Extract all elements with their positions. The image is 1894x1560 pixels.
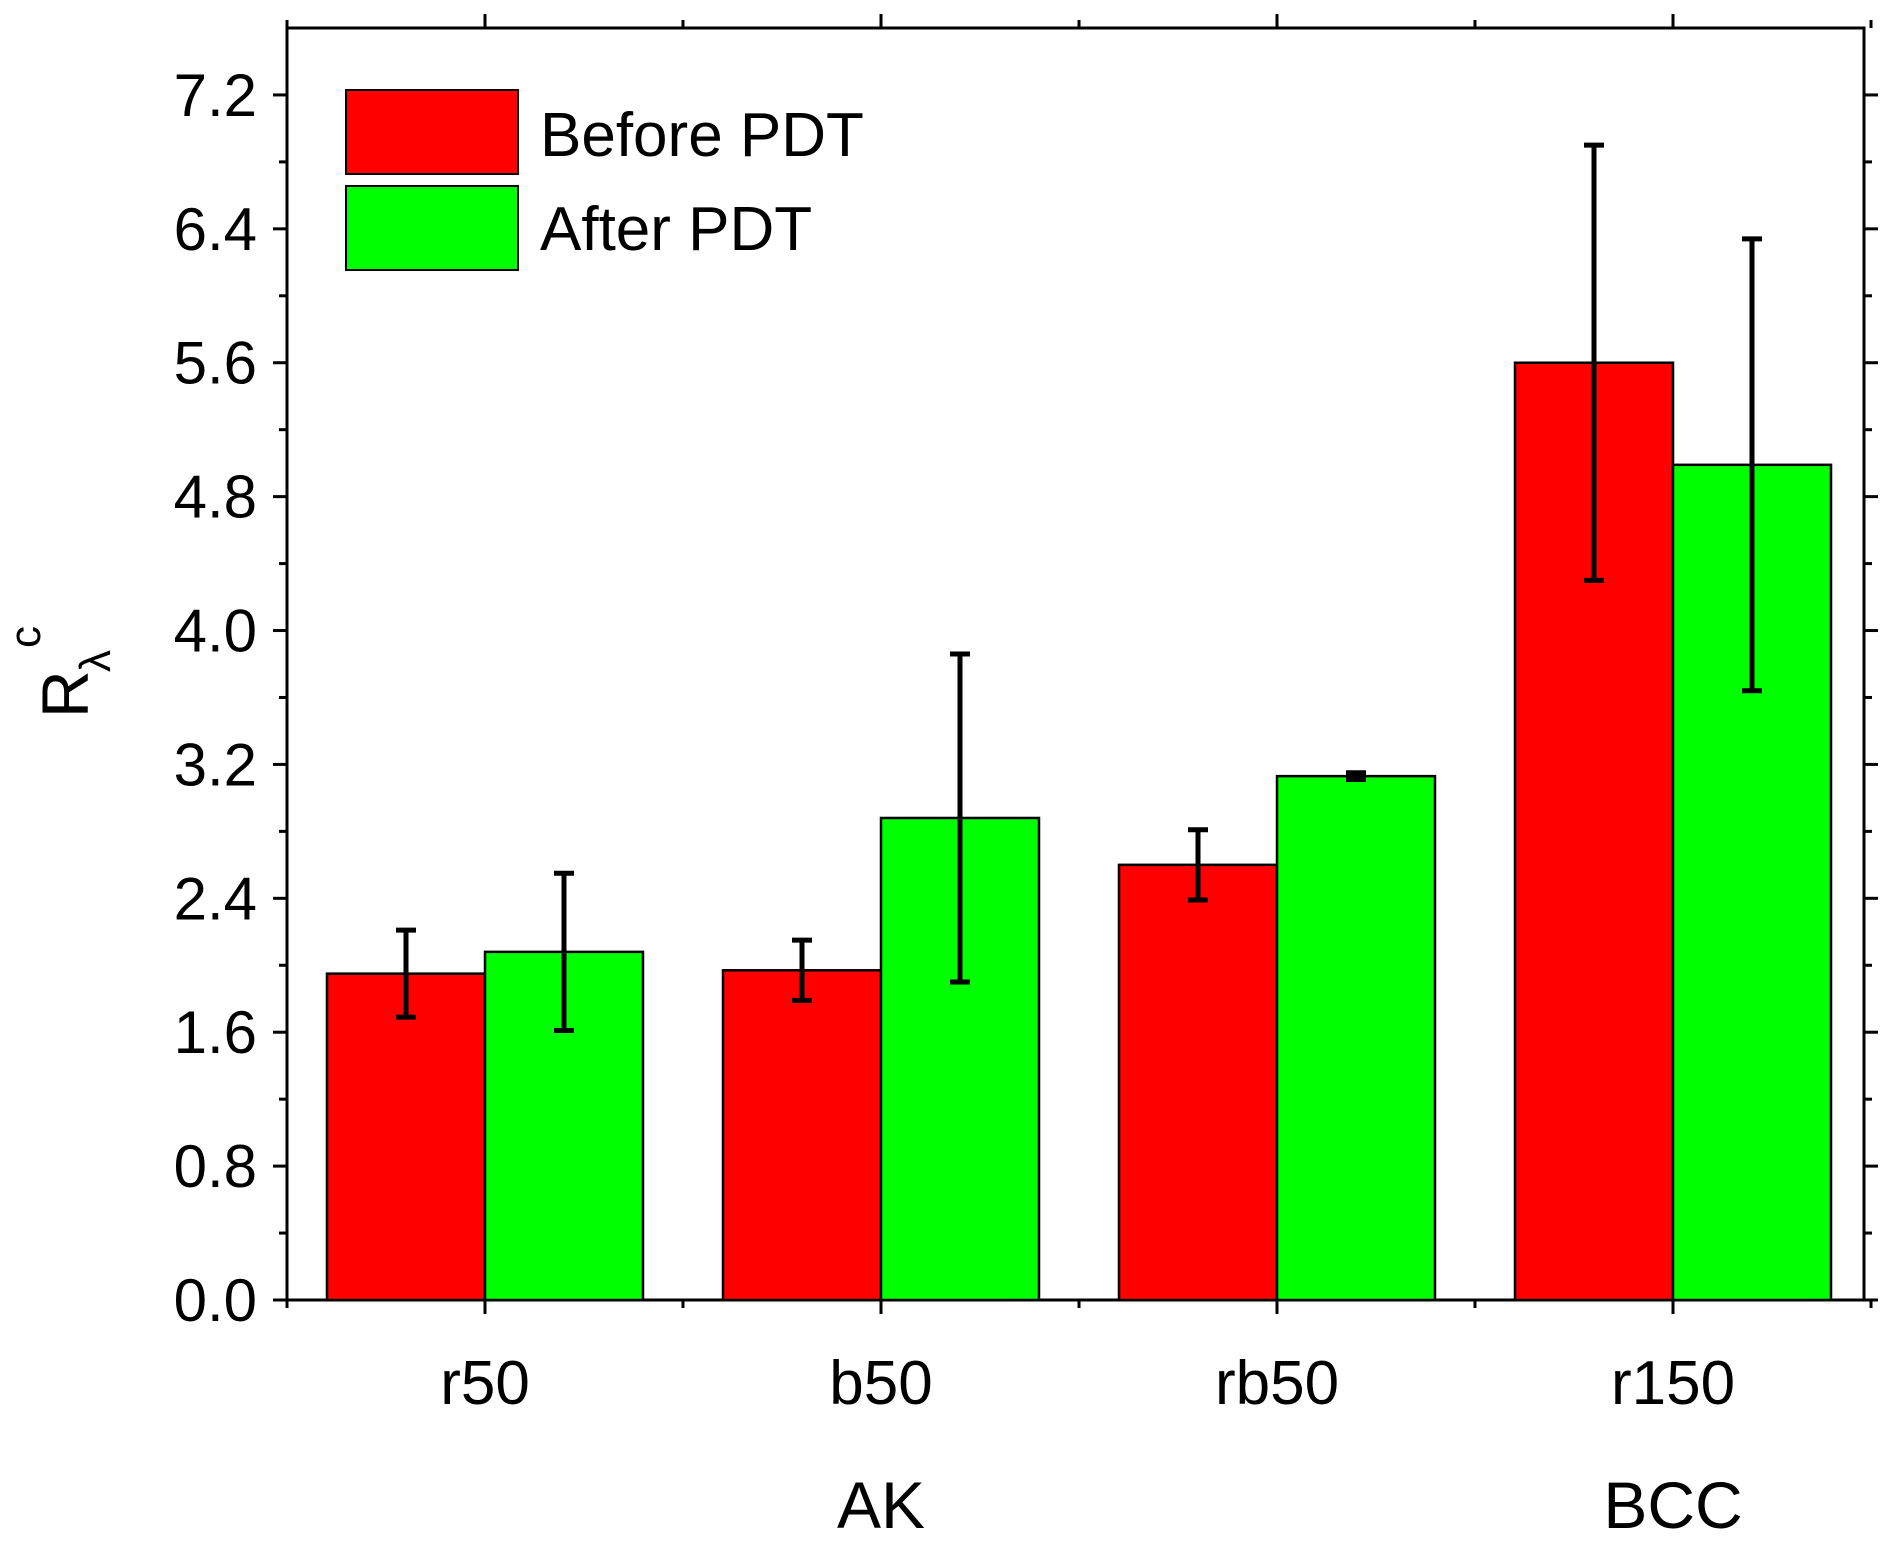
error-bars — [396, 142, 1762, 1034]
plot-area-border — [285, 26, 1866, 1302]
bar-after-pdt-rb50 — [1275, 774, 1437, 1302]
y-axis-title-main: R — [28, 670, 102, 718]
plot-frame — [285, 26, 1866, 1302]
x-tick-label-rb50: rb50 — [1215, 1349, 1339, 1418]
legend-label-before-pdt: Before PDT — [540, 101, 864, 170]
y-tick-label: 0.0 — [174, 1267, 257, 1334]
y-tick-label: 2.4 — [174, 865, 257, 932]
y-axis-title-superscript: c — [1, 626, 50, 648]
group-label-bcc: BCC — [1603, 1468, 1742, 1542]
bars — [325, 361, 1833, 1302]
y-axis-title-subscript: λ — [71, 650, 120, 672]
y-tick-label: 4.0 — [174, 598, 257, 665]
bar-before-pdt-rb50 — [1117, 863, 1279, 1302]
bar-before-pdt-b50 — [721, 969, 883, 1302]
y-tick-label: 3.2 — [174, 731, 257, 798]
y-axis-title: R λ c — [1, 626, 120, 718]
legend-swatch-before-pdt — [345, 89, 519, 175]
y-tick-label: 1.6 — [174, 999, 257, 1066]
y-tick-label: 4.8 — [174, 464, 257, 531]
group-label-ak: AK — [837, 1468, 925, 1542]
y-axis: 0.0 0.8 1.6 2.4 3.2 4.0 4.8 5.6 6.4 7.2 — [174, 62, 1878, 1334]
x-tick-label-r150: r150 — [1611, 1349, 1735, 1418]
x-axis: r50 b50 rb50 r150 AK BCC — [285, 14, 1873, 1542]
legend-label-after-pdt: After PDT — [540, 195, 812, 264]
y-tick-label: 7.2 — [174, 62, 257, 129]
x-tick-label-b50: b50 — [829, 1349, 932, 1418]
x-tick-label-r50: r50 — [440, 1349, 530, 1418]
legend: Before PDT After PDT — [345, 89, 864, 271]
y-tick-label: 0.8 — [174, 1133, 257, 1200]
y-tick-label: 5.6 — [174, 330, 257, 397]
legend-swatch-after-pdt — [345, 185, 519, 271]
y-tick-label: 6.4 — [174, 196, 257, 263]
bar-before-pdt-r50 — [325, 972, 487, 1302]
